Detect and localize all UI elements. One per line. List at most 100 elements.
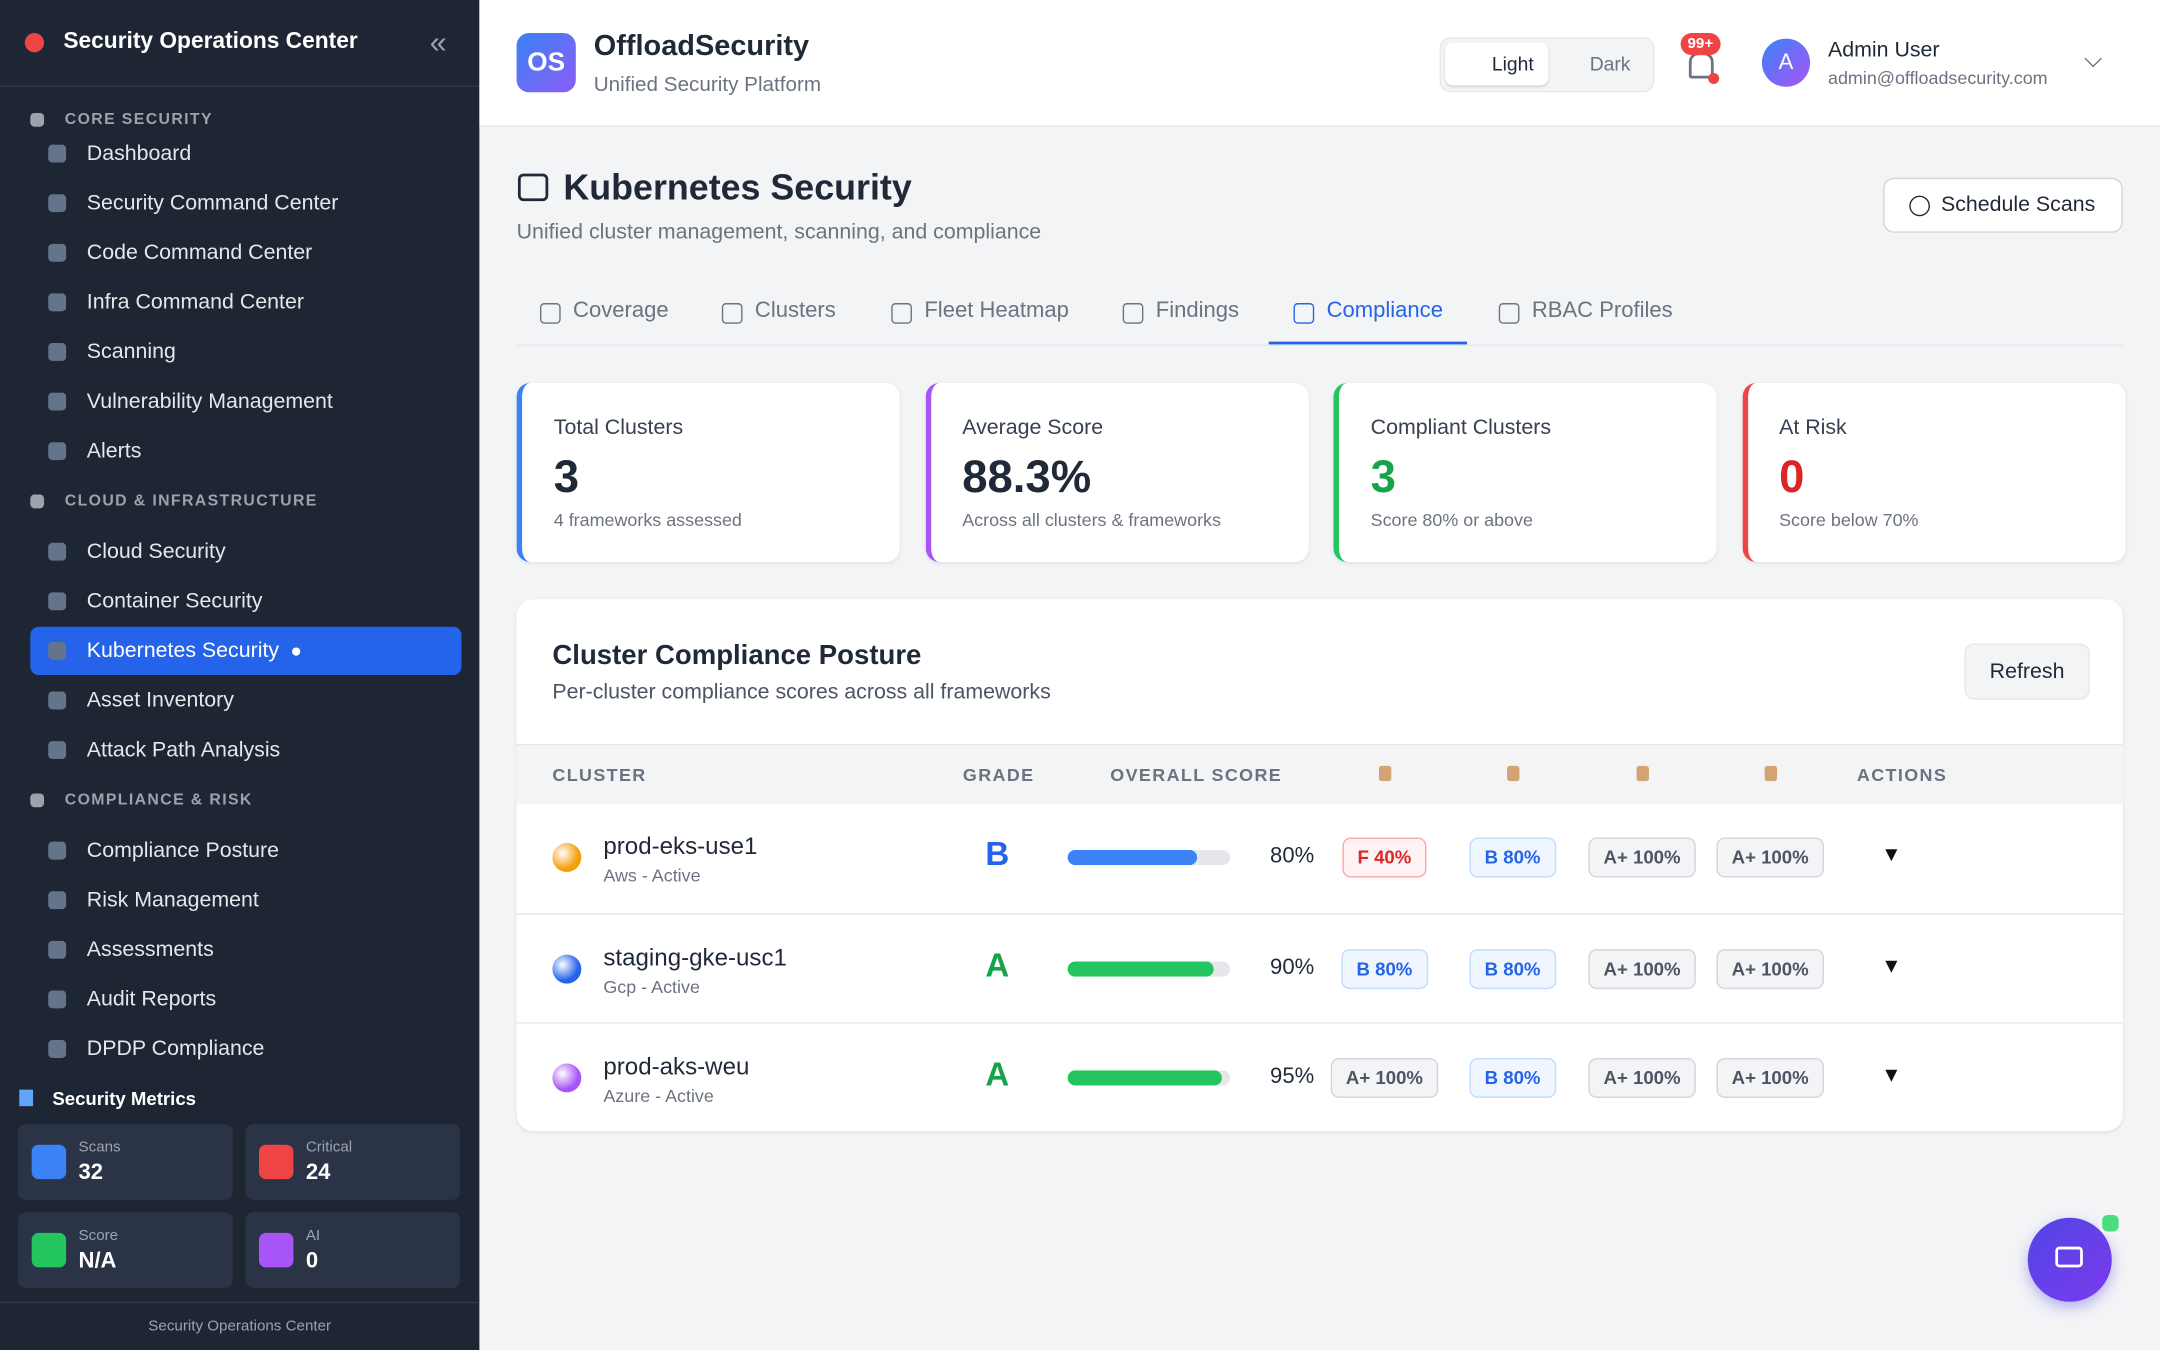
cluster-name: prod-aks-weu — [603, 1052, 750, 1080]
tab[interactable]: Coverage — [539, 299, 669, 344]
nav-item[interactable]: Kubernetes Security — [30, 626, 462, 675]
framework-icon — [1507, 765, 1520, 782]
card-label: Total Clusters — [553, 416, 684, 440]
cluster-meta: Azure - Active — [603, 1085, 714, 1107]
stat-card: At Risk 0 Score below 70% — [1741, 382, 2125, 563]
top-bar: OS OffloadSecurity Unified Security Plat… — [479, 0, 2160, 127]
column-header: GRADE — [962, 764, 1035, 786]
schedule-scans-button[interactable]: Schedule Scans — [1883, 177, 2123, 233]
nav-item[interactable]: Container Security — [30, 577, 461, 625]
framework-badge: B 80% — [1469, 1057, 1556, 1098]
page-icon — [517, 173, 549, 202]
nav-section: CORE SECURITY — [0, 87, 479, 128]
framework-badge: A+ 100% — [1716, 948, 1824, 989]
tab[interactable]: Findings — [1122, 299, 1239, 344]
card-note: Score 80% or above — [1370, 509, 1533, 531]
table-header: CLUSTER GRADE OVERALL SCORE ACTIONS — [516, 743, 2123, 805]
avatar[interactable]: A — [1761, 38, 1811, 87]
card-value: 3 — [1370, 450, 1396, 502]
nav-item[interactable]: Attack Path Analysis — [30, 726, 461, 774]
chat-button[interactable] — [2027, 1217, 2112, 1302]
column-header: OVERALL SCORE — [1110, 764, 1283, 786]
nav-item[interactable]: Scanning — [30, 328, 461, 376]
nav-item[interactable]: Assessments — [30, 926, 461, 974]
framework-badge: A+ 100% — [1330, 1057, 1439, 1098]
provider-dot — [552, 1063, 582, 1093]
provider-dot — [552, 843, 582, 872]
column-header: CLUSTER — [552, 764, 647, 786]
metric-value: 0 — [305, 1249, 319, 1273]
user-email: admin@offloadsecurity.com — [1828, 67, 2048, 89]
card-label: Compliant Clusters — [1370, 416, 1552, 440]
nav-item[interactable]: Audit Reports — [30, 975, 461, 1023]
tab[interactable]: Clusters — [721, 299, 836, 344]
table-title: Cluster Compliance Posture — [552, 640, 922, 671]
metric-value: 32 — [78, 1161, 104, 1185]
tab[interactable]: Compliance — [1268, 299, 1468, 345]
nav-item[interactable]: Compliance Posture — [30, 827, 461, 875]
table-row: prod-aks-weu Azure - Active A 95% A+ 100% B 8… — [516, 1022, 2123, 1131]
score-track — [1067, 1070, 1231, 1086]
nav-item[interactable]: Security Command Center — [30, 179, 461, 227]
cluster-name: prod-eks-use1 — [603, 832, 758, 860]
compliance-table: Cluster Compliance Posture Per-cluster c… — [516, 599, 2123, 1131]
framework-icon — [1764, 765, 1778, 782]
page-title: Kubernetes Security — [563, 166, 912, 209]
metric-tile: AI 0 — [245, 1212, 461, 1289]
metric-value: 24 — [305, 1161, 331, 1185]
nav-item[interactable]: Cloud Security — [30, 528, 461, 576]
card-label: At Risk — [1779, 416, 1847, 440]
collapse-button[interactable]: « — [429, 24, 447, 60]
framework-badge: A+ 100% — [1588, 837, 1696, 878]
framework-badge: A+ 100% — [1588, 948, 1696, 989]
card-note: Score below 70% — [1779, 509, 1919, 531]
light-button[interactable]: Light — [1445, 42, 1549, 86]
tab-divider — [516, 344, 2123, 346]
nav-item[interactable]: DPDP Compliance — [30, 1025, 461, 1073]
stat-card: Average Score 88.3% Across all clusters & … — [925, 382, 1308, 563]
framework-badge: F 40% — [1342, 837, 1427, 878]
nav-item[interactable]: Code Command Center — [30, 229, 461, 277]
card-value: 88.3% — [962, 450, 1092, 502]
expand-action[interactable]: ▼ — [1881, 843, 1902, 867]
stat-card: Total Clusters 3 4 frameworks assessed — [516, 382, 900, 563]
column-header: ACTIONS — [1856, 764, 1948, 786]
page-subtitle: Unified cluster management, scanning, an… — [516, 220, 1042, 244]
user-menu[interactable] — [2084, 49, 2102, 68]
metric-tile: Scans 32 — [17, 1124, 233, 1200]
metrics-title: Security Metrics — [52, 1088, 197, 1109]
score-bar — [1067, 1070, 1223, 1086]
table-subtitle: Per-cluster compliance scores across all… — [552, 680, 1051, 704]
nav-item[interactable]: Dashboard — [30, 129, 461, 177]
cluster-meta: Gcp - Active — [603, 975, 700, 997]
user-name: Admin User — [1828, 38, 1940, 62]
sidebar: Security Operations Center « CORE SECURI… — [0, 0, 480, 1350]
expand-action[interactable]: ▼ — [1881, 953, 1902, 978]
tab[interactable]: Fleet Heatmap — [891, 299, 1069, 344]
expand-action[interactable]: ▼ — [1881, 1063, 1902, 1087]
sidebar-title: Security Operations Center — [63, 28, 358, 54]
chat-status — [2099, 1212, 2122, 1235]
nav-item[interactable]: Risk Management — [30, 876, 461, 924]
nav-item[interactable]: Vulnerability Management — [30, 377, 461, 425]
stat-card: Compliant Clusters 3 Score 80% or above — [1333, 382, 1717, 563]
framework-icon — [1378, 765, 1392, 782]
score-track — [1067, 960, 1231, 976]
framework-icon — [1636, 765, 1649, 782]
framework-badge: A+ 100% — [1716, 1057, 1824, 1098]
notification-badge: 99+ — [1680, 33, 1721, 56]
nav-item[interactable]: Alerts — [30, 427, 461, 475]
dark-button[interactable]: Dark — [1589, 52, 1631, 75]
cluster-name: staging-gke-usc1 — [603, 942, 787, 971]
nav-item[interactable]: Infra Command Center — [30, 278, 461, 326]
metric-label: Critical — [305, 1139, 353, 1156]
nav-item[interactable]: Asset Inventory — [30, 676, 461, 724]
metric-label: AI — [305, 1227, 321, 1244]
brand: OffloadSecurity — [593, 30, 810, 62]
score-label: 95% — [1270, 1064, 1315, 1089]
tab[interactable]: RBAC Profiles — [1498, 299, 1673, 344]
table-row: prod-eks-use1 Aws - Active B 80% F 40% B 80% A… — [517, 803, 2123, 912]
refresh-button[interactable]: Refresh — [1964, 643, 2090, 700]
cluster-meta: Aws - Active — [603, 865, 701, 886]
